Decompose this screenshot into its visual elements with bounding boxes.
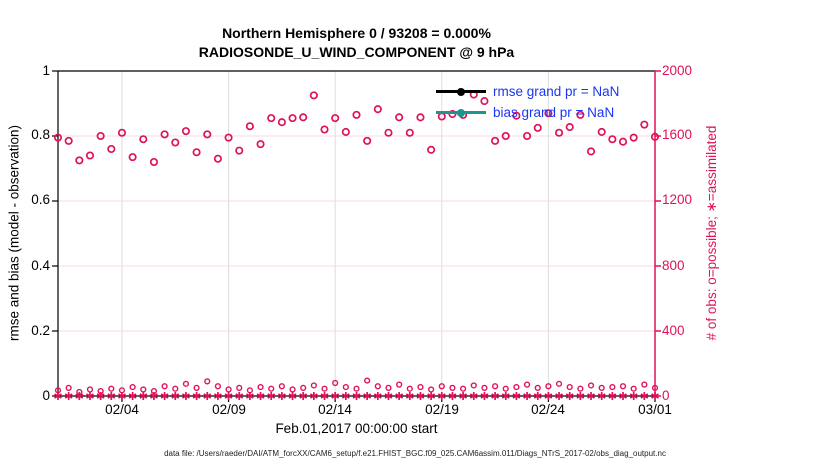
right-tick-800: 800 (662, 258, 685, 273)
plot-title-line2: RADIOSONDE_U_WIND_COMPONENT @ 9 hPa (198, 44, 515, 60)
rmse-legend-line (436, 87, 486, 96)
x-tick-02-04: 02/04 (105, 402, 139, 417)
right-tick-2000: 2000 (662, 63, 693, 78)
legend: rmse grand pr = NaN bias grand pr = NaN (436, 81, 619, 123)
x-tick-02-19: 02/19 (425, 402, 459, 417)
left-axis-label: rmse and bias (model - observation) (6, 124, 22, 342)
legend-row-rmse: rmse grand pr = NaN (436, 81, 619, 102)
data-file-path: data file: /Users/raeder/DAI/ATM_forcXX/… (164, 449, 666, 458)
x-tick-02-09: 02/09 (212, 402, 246, 417)
right-tick-0: 0 (662, 388, 670, 403)
bias-legend-label: bias grand pr = NaN (493, 105, 615, 120)
right-tick-1600: 1600 (662, 127, 693, 142)
x-tick-02-14: 02/14 (318, 402, 352, 417)
rmse-legend-marker (457, 87, 465, 96)
left-tick-0_8: 0.8 (31, 127, 50, 142)
legend-row-bias: bias grand pr = NaN (436, 102, 619, 123)
rmse-legend-label: rmse grand pr = NaN (493, 84, 620, 99)
right-axis-label: # of obs: o=possible; ∗=assimilated (704, 125, 719, 341)
right-tick-400: 400 (662, 323, 685, 338)
left-tick-1: 1 (42, 63, 50, 78)
right-tick-1200: 1200 (662, 192, 693, 207)
x-axis-label: Feb.01,2017 00:00:00 start (275, 421, 438, 436)
plot-title-line1: Northern Hemisphere 0 / 93208 = 0.000% (222, 25, 491, 41)
x-tick-03-01: 03/01 (638, 402, 672, 417)
assimilated-series (54, 392, 659, 400)
left-tick-0_2: 0.2 (31, 323, 50, 338)
bias-legend-line (436, 108, 486, 117)
left-tick-0_4: 0.4 (31, 258, 50, 273)
secondary-series (54, 377, 659, 396)
bias-legend-marker (457, 108, 465, 117)
left-tick-0_6: 0.6 (31, 192, 50, 207)
x-tick-02-24: 02/24 (531, 402, 565, 417)
left-tick-0: 0 (42, 388, 50, 403)
